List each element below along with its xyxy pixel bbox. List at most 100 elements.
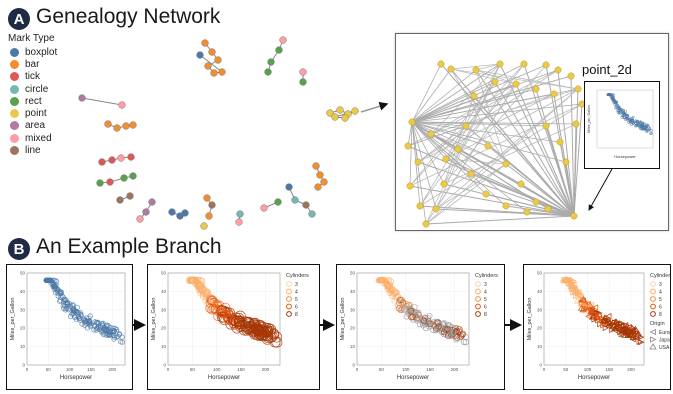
data-point [249, 317, 261, 329]
data-point [377, 277, 385, 284]
thumb-point [614, 105, 618, 109]
zoom-node [406, 182, 414, 190]
cylinders-legend-symbol [286, 296, 292, 302]
legend-label: boxplot [25, 46, 58, 58]
x-tick-label: 100 [66, 367, 74, 372]
data-point [188, 276, 196, 285]
x-tick-label: 150 [426, 367, 434, 372]
x-tick-label: 0 [26, 367, 29, 372]
legend-item-boxplot: boxplot [8, 46, 57, 58]
data-point [54, 286, 60, 292]
zoom-node [408, 118, 416, 126]
cylinders-legend-symbol [475, 288, 481, 295]
legend-item-rect: rect [8, 95, 57, 107]
thumb-point [619, 111, 623, 114]
cylinders-legend-symbol [475, 296, 481, 302]
branch-chart-2: 0 10 20 30 40 50 0 50 100 150 200 Horsepower Miles_p… [147, 264, 320, 390]
data-point [414, 315, 421, 322]
network-node [118, 101, 126, 109]
zoom-node [542, 61, 550, 69]
data-point [47, 277, 53, 283]
network-node [116, 196, 124, 204]
zoom-node [484, 142, 492, 150]
zoom-node [562, 158, 570, 166]
legend-label: point [25, 108, 47, 120]
thumb-point [611, 96, 614, 100]
cylinders-legend-label: 4 [659, 290, 662, 296]
data-point [430, 326, 437, 334]
y-tick-label: 10 [161, 344, 167, 349]
zoom-node [447, 65, 455, 73]
data-point [588, 306, 595, 313]
zoom-node [470, 92, 478, 100]
zoom-node [472, 66, 480, 74]
cylinders-legend-label: 3 [659, 282, 662, 288]
network-node [336, 106, 344, 114]
legend-label: bar [25, 58, 40, 70]
thumb-point [629, 118, 632, 122]
data-point [618, 320, 626, 327]
data-point [616, 328, 624, 336]
thumb-point [647, 128, 651, 132]
data-point [583, 305, 590, 312]
cylinders-legend-symbol [650, 281, 656, 287]
legend-item-circle: circle [8, 83, 57, 95]
thumb-point [631, 115, 635, 119]
network-node [274, 198, 282, 206]
data-point [427, 320, 434, 327]
network-node [260, 204, 268, 212]
data-point [87, 313, 93, 319]
cylinders-legend-title: Cylinders [475, 273, 498, 279]
thumb-point [634, 119, 638, 123]
cylinders-legend-label: 8 [484, 312, 487, 318]
data-point [596, 312, 603, 319]
data-point [619, 325, 627, 333]
network-node [351, 107, 359, 115]
cylinders-legend-symbol [650, 288, 656, 295]
thumb-point [640, 124, 644, 127]
legend-label: tick [25, 71, 40, 83]
origin-legend-label: USA [659, 345, 670, 351]
thumb-point [623, 116, 627, 120]
data-point [577, 304, 586, 311]
legend-swatch [10, 47, 19, 57]
data-point [605, 323, 612, 330]
legend-swatch [10, 96, 19, 106]
data-point [53, 278, 60, 285]
thumb-point [612, 98, 616, 102]
legend-swatch [10, 109, 19, 119]
point-2d-thumbnail: Horsepower Miles_per_Gallon [584, 81, 660, 169]
zoom-node [556, 138, 564, 146]
zoom-node [482, 190, 490, 198]
network-node [299, 68, 307, 76]
data-point [202, 298, 209, 305]
data-point [457, 333, 465, 340]
data-point [82, 318, 89, 324]
network-cluster [285, 183, 316, 218]
legend-swatch [10, 84, 19, 94]
data-point [70, 306, 76, 312]
data-point [253, 325, 265, 337]
data-point [88, 321, 94, 327]
data-point [229, 315, 241, 327]
data-point [623, 322, 630, 329]
y-tick-label: 40 [350, 289, 356, 294]
thumb-point [631, 117, 634, 120]
network-cluster [235, 210, 244, 226]
thumb-point [647, 129, 650, 132]
data-point [62, 298, 68, 304]
data-point [449, 331, 457, 338]
network-node [205, 212, 213, 220]
y-tick-label: 20 [161, 326, 167, 331]
thumb-point [641, 121, 645, 125]
x-tick-label: 0 [167, 367, 170, 372]
data-point [561, 276, 570, 283]
x-tick-label: 150 [87, 367, 95, 372]
network-node [264, 68, 272, 76]
data-point [62, 307, 68, 313]
x-tick-label: 100 [213, 367, 221, 372]
x-tick-label: 50 [46, 367, 52, 372]
y-tick-label: 30 [161, 307, 167, 312]
data-point [629, 336, 636, 343]
